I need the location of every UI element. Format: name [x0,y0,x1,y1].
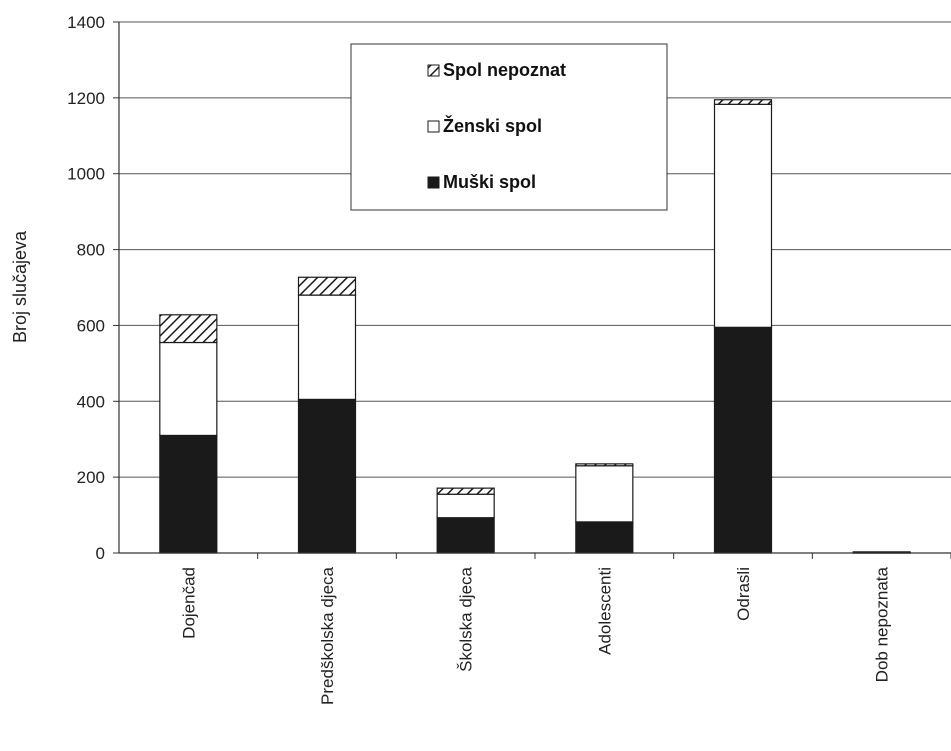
legend-swatch [427,176,440,189]
legend-label: Muški spol [443,172,536,192]
y-tick-label: 0 [96,544,105,563]
bars [159,99,911,554]
y-tick-label: 1400 [67,13,105,32]
legend-swatch [427,120,440,133]
y-tick-label: 200 [77,468,105,487]
bar-segment-nepoznat [159,314,218,344]
bar-segment-zenski [575,465,634,523]
legend: Spol nepoznat Ženski spol Muški spol [350,43,668,211]
x-tick-label: Školska djeca [457,566,476,671]
bar-segment-muski [159,434,218,554]
x-tick-label: Dob nepoznata [873,566,892,682]
bar-segment-muski [436,517,495,554]
legend-swatch [427,64,440,77]
y-tick-label: 1200 [67,89,105,108]
bar-segment-nepoznat [713,99,773,105]
legend-label: Ženski spol [443,115,542,136]
bar-segment-zenski [159,341,218,437]
y-tick-label: 1000 [67,165,105,184]
bar-segment-zenski [297,294,357,400]
bar-segment-zenski [436,493,495,519]
bar-segment-zenski [713,103,773,328]
bar-segment-muski [297,398,357,554]
legend-label: Spol nepoznat [443,60,566,80]
x-tick-label: Dojenčad [179,567,198,639]
bar-segment-nepoznat [575,463,634,467]
legend-box [350,43,668,211]
bar-segment-muski [713,326,773,554]
bar-segment-nepoznat [436,487,495,495]
x-tick-label: Predškolska djeca [318,566,337,705]
y-axis-title: Broj slučajeva [10,230,30,343]
bar-segment-muski [575,521,634,554]
bar-segment-nepoznat [297,276,357,296]
y-tick-label: 600 [77,316,105,335]
x-tick-label: Odrasli [734,567,753,621]
y-tick-label: 400 [77,392,105,411]
y-tick-label: 800 [77,241,105,260]
axes: 0 200 400 600 800 1000 1200 1400 Dojenčad Predško… [67,13,951,705]
x-tick-label: Adolescenti [595,567,614,655]
